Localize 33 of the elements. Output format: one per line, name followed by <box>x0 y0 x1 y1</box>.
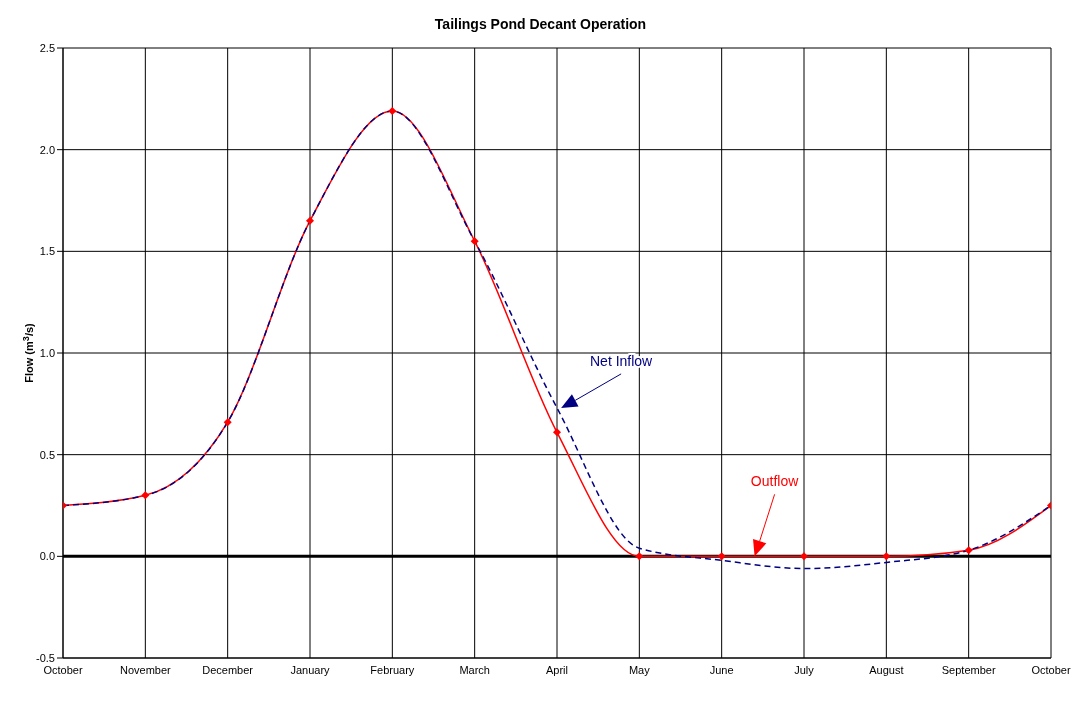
point <box>882 552 891 561</box>
y-tick-label: 1.5 <box>39 245 55 258</box>
x-tick-label: May <box>628 663 651 676</box>
y-tick-label: 1.0 <box>39 346 55 359</box>
y-tick-label: 0.5 <box>39 448 55 461</box>
x-tick-label: November <box>119 663 172 676</box>
point <box>388 107 397 116</box>
y-tick-label: 2.5 <box>39 41 55 54</box>
x-tick-label: April <box>545 663 569 676</box>
x-tick-label: January <box>290 663 331 676</box>
point <box>470 237 479 246</box>
x-tick-label: July <box>794 663 815 676</box>
chart-title: Tailings Pond Decant Operation <box>433 16 648 32</box>
x-tick-label: October <box>1031 663 1071 676</box>
point <box>717 552 726 561</box>
point <box>635 552 644 561</box>
point <box>964 546 973 555</box>
y-tick-label: -0.5 <box>36 651 55 664</box>
x-tick-label: March <box>459 663 490 676</box>
x-tick-label: August <box>869 663 904 676</box>
y-tick-label: 2.0 <box>39 143 55 156</box>
text: Outflow <box>750 473 800 490</box>
x-tick-label: October <box>43 663 83 676</box>
x-tick-label: September <box>941 663 996 676</box>
y-tick-label: 0.0 <box>39 550 55 563</box>
x-tick-label: February <box>370 663 415 676</box>
point <box>800 552 808 561</box>
point <box>553 428 561 437</box>
point <box>306 216 314 225</box>
point <box>223 418 232 427</box>
point <box>141 491 150 500</box>
x-tick-label: June <box>709 663 734 676</box>
x-tick-label: December <box>202 663 254 676</box>
